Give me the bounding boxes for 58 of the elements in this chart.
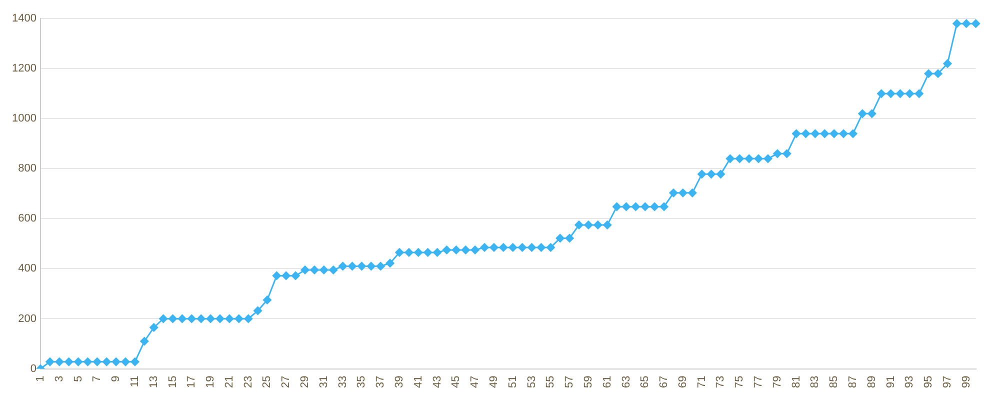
x-tick-label: 35 — [356, 376, 368, 388]
x-tick-label: 75 — [734, 376, 746, 388]
x-tick-label: 29 — [299, 376, 312, 388]
x-tick-label: 7 — [91, 376, 104, 382]
x-tick-label: 25 — [261, 376, 274, 388]
x-tick-label: 95 — [922, 376, 935, 388]
x-tick-label: 57 — [564, 376, 576, 388]
x-tick-label: 97 — [941, 376, 954, 388]
x-tick-label: 81 — [790, 376, 802, 388]
x-tick-label: 63 — [620, 376, 632, 388]
x-tick-label: 27 — [280, 376, 292, 388]
x-tick-label: 3 — [53, 376, 66, 382]
x-tick-label: 73 — [714, 376, 727, 388]
y-tick-label: 0 — [30, 362, 36, 375]
x-tick-label: 45 — [450, 376, 462, 388]
x-tick-label: 13 — [148, 376, 160, 388]
x-tick-label: 11 — [128, 376, 141, 388]
x-tick-label: 67 — [658, 376, 670, 388]
x-tick-label: 37 — [374, 376, 387, 388]
x-tick-label: 53 — [526, 376, 538, 388]
y-tick-label: 400 — [18, 262, 36, 275]
y-tick-label: 200 — [18, 312, 36, 325]
x-tick-label: 21 — [223, 376, 236, 388]
y-tick-label: 1400 — [12, 12, 36, 25]
x-tick-label: 61 — [601, 376, 614, 388]
x-tick-label: 99 — [960, 376, 972, 388]
x-tick-label: 43 — [431, 376, 444, 388]
y-tick-label: 600 — [18, 212, 36, 225]
x-tick-label: 79 — [771, 376, 784, 388]
x-tick-label: 39 — [394, 376, 406, 388]
x-tick-label: 23 — [242, 376, 254, 388]
x-tick-label: 33 — [336, 376, 349, 388]
x-tick-label: 89 — [866, 376, 878, 388]
x-tick-label: 77 — [752, 376, 765, 388]
x-tick-label: 9 — [110, 376, 122, 382]
x-tick-label: 71 — [696, 376, 708, 388]
x-tick-label: 41 — [412, 376, 424, 388]
x-tick-label: 87 — [847, 376, 860, 388]
x-tick-label: 55 — [544, 376, 557, 388]
x-tick-label: 93 — [904, 376, 916, 388]
x-tick-label: 31 — [318, 376, 330, 388]
x-tick-label: 49 — [488, 376, 500, 388]
x-tick-label: 85 — [828, 376, 840, 388]
x-tick-label: 91 — [884, 376, 897, 388]
x-tick-label: 5 — [72, 376, 84, 382]
x-tick-label: 15 — [166, 376, 179, 388]
x-tick-label: 47 — [469, 376, 482, 388]
x-tick-label: 19 — [204, 376, 217, 388]
y-tick-label: 1200 — [12, 62, 36, 75]
y-tick-label: 1000 — [12, 112, 36, 125]
x-tick-label: 1 — [34, 376, 46, 382]
x-tick-label: 51 — [506, 376, 519, 388]
x-tick-label: 65 — [639, 376, 652, 388]
y-tick-label: 800 — [18, 162, 36, 175]
x-tick-label: 69 — [676, 376, 689, 388]
x-tick-label: 83 — [809, 376, 822, 388]
x-tick-label: 17 — [186, 376, 198, 388]
x-tick-label: 59 — [582, 376, 594, 388]
